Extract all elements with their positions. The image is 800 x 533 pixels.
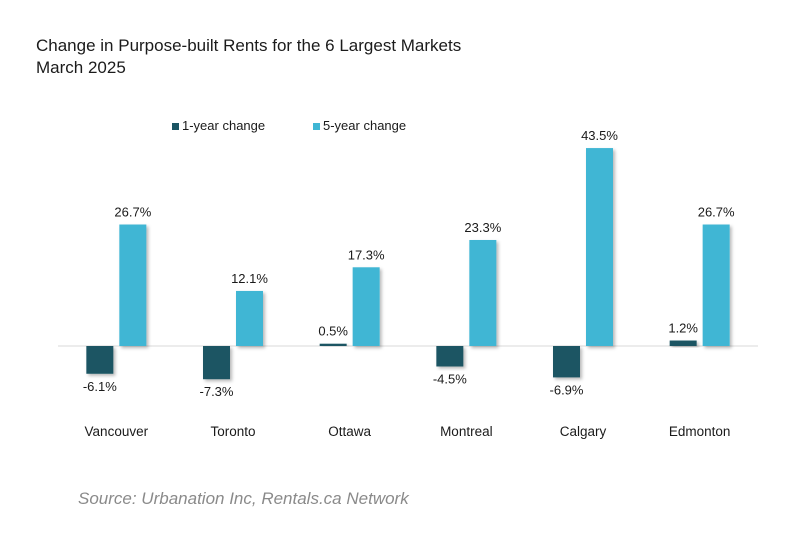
data-label-5-year-edmonton: 26.7% — [698, 205, 735, 220]
legend-swatch-1-year — [172, 123, 179, 130]
bar-1-year-calgary — [553, 346, 580, 378]
data-label-1-year-vancouver: -6.1% — [83, 379, 117, 394]
chart-title: Change in Purpose-built Rents for the 6 … — [36, 36, 462, 55]
bar-1-year-toronto — [203, 346, 230, 380]
data-label-1-year-edmonton: 1.2% — [668, 321, 698, 336]
chart-title-block: Change in Purpose-built Rents for the 6 … — [36, 35, 461, 79]
bar-5-year-edmonton — [702, 224, 730, 346]
bar-5-year-ottawa — [352, 267, 380, 346]
bar-1-year-edmonton — [669, 340, 697, 346]
x-tick-label-calgary: Calgary — [560, 424, 607, 439]
bar-5-year-vancouver — [119, 224, 147, 346]
data-label-5-year-vancouver: 26.7% — [114, 205, 151, 220]
x-tick-label-edmonton: Edmonton — [669, 424, 731, 439]
data-label-5-year-ottawa: 17.3% — [348, 247, 385, 262]
chart-subtitle: March 2025 — [36, 58, 126, 77]
data-label-1-year-calgary: -6.9% — [550, 382, 584, 397]
bar-1-year-montreal — [436, 346, 464, 367]
x-tick-label-montreal: Montreal — [440, 424, 493, 439]
bar-1-year-ottawa — [319, 343, 347, 346]
bar-5-year-toronto — [236, 290, 263, 346]
data-label-1-year-toronto: -7.3% — [200, 384, 234, 399]
x-tick-label-vancouver: Vancouver — [85, 424, 149, 439]
bar-5-year-montreal — [469, 239, 497, 346]
legend-label-5-year: 5-year change — [323, 118, 406, 133]
x-tick-label-toronto: Toronto — [210, 424, 255, 439]
legend-swatch-5-year — [313, 123, 320, 130]
bar-1-year-vancouver — [86, 346, 114, 374]
legend-label-1-year: 1-year change — [182, 118, 265, 133]
bar-5-year-calgary — [586, 148, 613, 346]
data-label-5-year-montreal: 23.3% — [464, 220, 501, 235]
x-tick-label-ottawa: Ottawa — [328, 424, 371, 439]
source-note: Source: Urbanation Inc, Rentals.ca Netwo… — [78, 489, 409, 508]
data-label-1-year-montreal: -4.5% — [433, 371, 467, 386]
data-label-1-year-ottawa: 0.5% — [318, 324, 348, 339]
data-label-5-year-calgary: 43.5% — [581, 128, 618, 143]
data-label-5-year-toronto: 12.1% — [231, 271, 268, 286]
